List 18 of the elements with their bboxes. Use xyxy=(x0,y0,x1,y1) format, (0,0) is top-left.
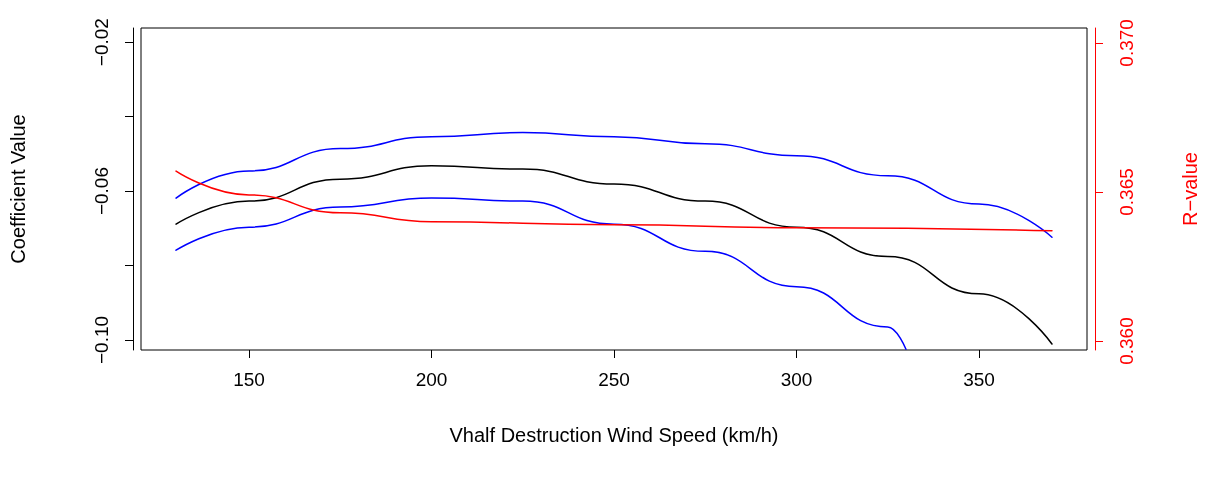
line-series xyxy=(175,197,907,351)
y2-tick-label: 0.365 xyxy=(1116,168,1137,216)
line-series xyxy=(175,170,1053,232)
line-series xyxy=(175,131,1053,238)
x-tick-label: 150 xyxy=(233,369,265,390)
y-axis-title: Coefficient Value xyxy=(7,114,29,264)
y2-tick-label: 0.370 xyxy=(1116,19,1137,67)
x-axis-title: Vhalf Destruction Wind Speed (km/h) xyxy=(449,424,779,446)
y-tick-label: −0.06 xyxy=(91,167,112,216)
x-tick-label: 300 xyxy=(780,369,813,390)
x-tick-label: 350 xyxy=(963,369,995,390)
y-tick-label: −0.02 xyxy=(91,18,112,67)
y2-tick-label: 0.360 xyxy=(1116,317,1137,365)
x-tick-label: 250 xyxy=(598,369,630,390)
x-tick-label: 200 xyxy=(415,369,448,390)
y2-axis-title: R−value xyxy=(1179,152,1201,226)
y-tick-label: −0.10 xyxy=(91,315,112,364)
line-series xyxy=(175,164,1053,345)
